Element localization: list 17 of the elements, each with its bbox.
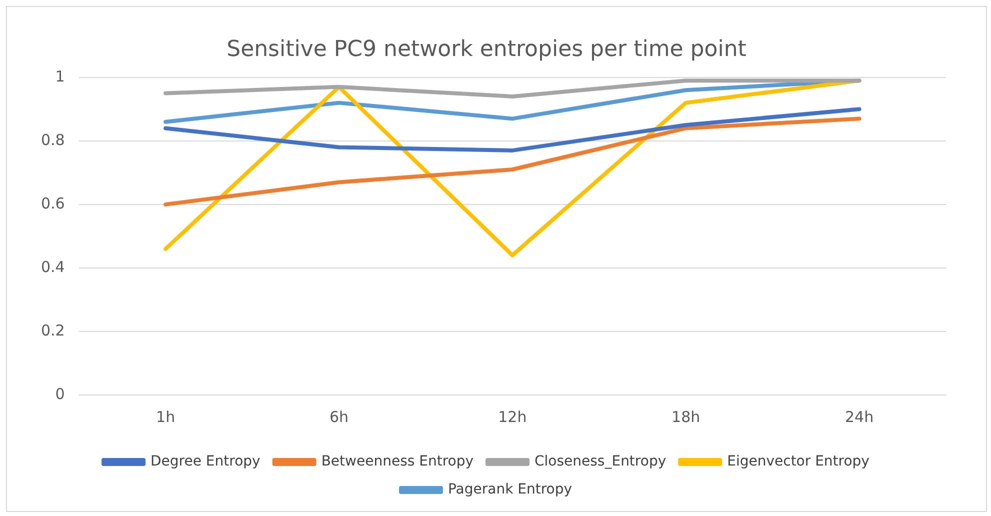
y-tick-label: 0.8 bbox=[40, 130, 65, 149]
y-tick-label: 1 bbox=[55, 67, 65, 86]
x-tick-label: 1h bbox=[156, 408, 176, 426]
x-tick-label: 6h bbox=[329, 408, 349, 426]
chart-title: Sensitive PC9 network entropies per time point bbox=[226, 36, 747, 62]
x-tick-label: 12h bbox=[498, 408, 527, 426]
y-tick-label: 0 bbox=[55, 384, 65, 403]
x-tick-label: 18h bbox=[672, 408, 700, 426]
legend-label: Closeness_Entropy bbox=[534, 454, 666, 470]
y-tick-label: 0.2 bbox=[40, 321, 65, 340]
y-tick-label: 0.4 bbox=[40, 258, 65, 276]
legend-label: Eigenvector Entropy bbox=[727, 454, 870, 470]
legend-label: Degree Entropy bbox=[150, 454, 260, 470]
legend-label: Betweenness Entropy bbox=[321, 454, 474, 470]
x-tick-label: 24h bbox=[844, 408, 874, 426]
y-tick-label: 0.6 bbox=[40, 194, 65, 212]
legend-label: Pagerank Entropy bbox=[448, 482, 572, 498]
